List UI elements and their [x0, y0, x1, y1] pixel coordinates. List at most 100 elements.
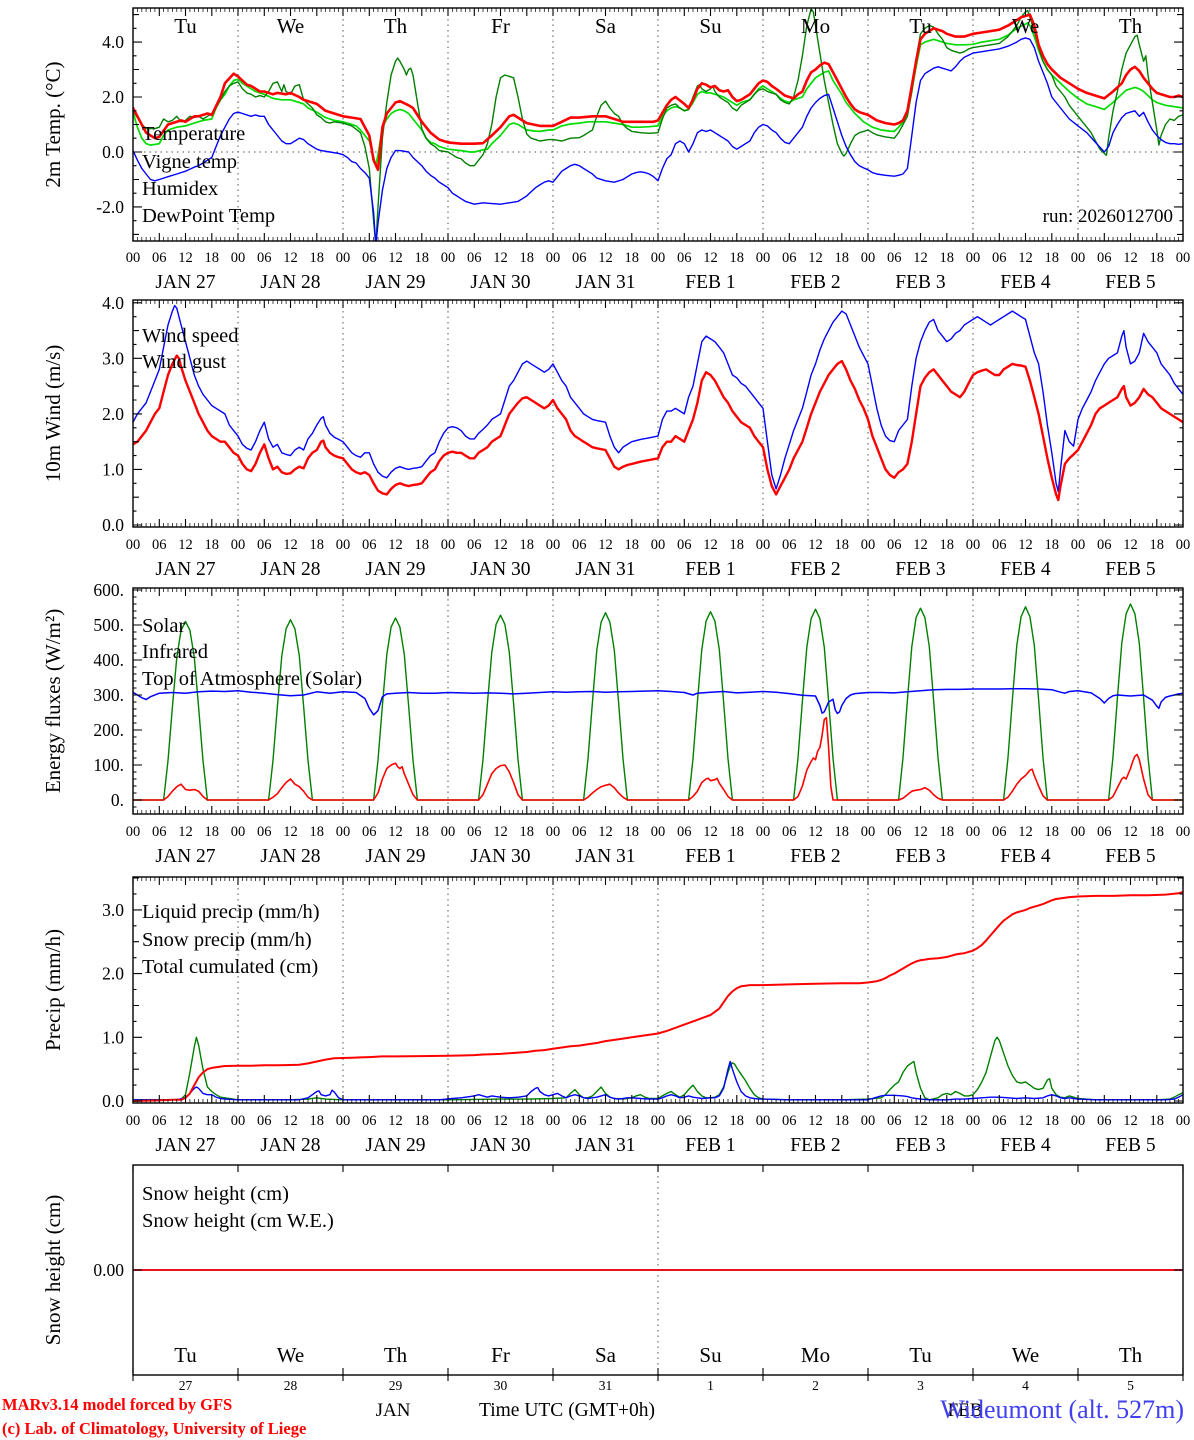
hour-tick-label: 06 [992, 1113, 1007, 1129]
hour-tick-label: 06 [362, 537, 377, 553]
hour-tick-label: 06 [152, 824, 167, 840]
hour-tick-label: 00 [966, 1113, 981, 1129]
hour-tick-label: 12 [703, 537, 718, 553]
hour-tick-label: 12 [388, 824, 403, 840]
hour-tick-label: 18 [940, 824, 955, 840]
hour-tick-label: 06 [782, 1113, 797, 1129]
hour-tick-label: 00 [861, 537, 876, 553]
legend-wind: Wind gust [142, 351, 226, 373]
date-label: FEB 5 [1105, 559, 1155, 580]
hour-tick-label: 00 [441, 824, 456, 840]
hour-tick-label: 00 [231, 1113, 246, 1129]
date-label: JAN 31 [575, 559, 635, 580]
date-label: JAN 27 [155, 1135, 215, 1156]
dow-label: We [1012, 14, 1039, 38]
hour-tick-label: 18 [415, 250, 430, 266]
series-temperature [133, 13, 1183, 172]
day-number-label: 27 [179, 1378, 193, 1393]
hour-tick-label: 00 [756, 537, 771, 553]
hour-tick-label: 12 [283, 250, 298, 266]
date-label: JAN 29 [365, 272, 425, 293]
hour-tick-label: 12 [913, 537, 928, 553]
hour-tick-label: 00 [756, 824, 771, 840]
hour-tick-label: 00 [336, 1113, 351, 1129]
run-label: run: 2026012700 [1043, 206, 1173, 227]
legend-precip: Snow precip (mm/h) [142, 929, 312, 951]
hour-tick-label: 18 [835, 250, 850, 266]
hour-tick-label: 12 [178, 1113, 193, 1129]
hour-tick-label: 12 [913, 1113, 928, 1129]
hour-tick-label: 00 [651, 250, 666, 266]
hour-tick-label: 00 [126, 824, 141, 840]
hour-tick-label: 06 [257, 824, 272, 840]
hour-tick-label: 12 [808, 824, 823, 840]
series-wind-speed [133, 354, 1183, 502]
hour-tick-label: 00 [231, 824, 246, 840]
hour-tick-label: 18 [835, 824, 850, 840]
hour-tick-label: 18 [415, 1113, 430, 1129]
hour-tick-label: 18 [1045, 824, 1060, 840]
date-label: JAN 31 [575, 846, 635, 867]
hour-tick-label: 06 [1097, 250, 1112, 266]
day-number-label: 28 [284, 1378, 298, 1393]
hour-tick-label: 00 [336, 824, 351, 840]
y-tick-label: 100. [93, 755, 124, 775]
hour-tick-label: 00 [966, 824, 981, 840]
date-label: FEB 4 [1000, 272, 1051, 293]
date-label: FEB 2 [790, 272, 840, 293]
hour-tick-label: 06 [992, 250, 1007, 266]
hour-tick-label: 06 [887, 1113, 902, 1129]
legend-energy: Solar [142, 615, 185, 637]
hour-tick-label: 18 [1045, 250, 1060, 266]
hour-tick-label: 06 [257, 537, 272, 553]
legend-energy: Top of Atmosphere (Solar) [142, 668, 362, 690]
y-axis-title: Snow height (cm) [41, 1195, 65, 1345]
panel-energy: 600. 500. 400. 300. 200. 100. 0. Energy fluxes … [41, 580, 1184, 815]
hour-tick-label: 00 [1071, 537, 1086, 553]
date-label: FEB 5 [1105, 1135, 1155, 1156]
hour-tick-label: 00 [126, 250, 141, 266]
date-label: JAN 29 [365, 1135, 425, 1156]
series-infrared [133, 687, 1183, 716]
y-tick-label: 2.0 [102, 404, 124, 424]
y-tick-label: 4.0 [102, 32, 124, 52]
hour-tick-label: 12 [493, 824, 508, 840]
hour-tick-label: 00 [966, 250, 981, 266]
hour-tick-label: 06 [887, 250, 902, 266]
hour-tick-label: 00 [441, 1113, 456, 1129]
hour-tick-label: 18 [1150, 1113, 1165, 1129]
dow-label: We [277, 1343, 304, 1367]
dow-label: We [1012, 1343, 1039, 1367]
series-humidex [133, 37, 1183, 241]
legend-precip: Total cumulated (cm) [142, 956, 318, 978]
hour-tick-label: 12 [1018, 537, 1033, 553]
hour-tick-label: 12 [388, 537, 403, 553]
hour-tick-label: 12 [283, 824, 298, 840]
hour-tick-label: 00 [546, 824, 561, 840]
hour-tick-label: 18 [205, 250, 220, 266]
hour-tick-label: 18 [940, 537, 955, 553]
hour-tick-label: 18 [205, 824, 220, 840]
legend-energy: Infrared [142, 641, 208, 663]
y-tick-label: 3.0 [102, 900, 124, 920]
y-ticks [133, 302, 1183, 526]
hour-tick-label: 06 [467, 824, 482, 840]
date-label: FEB 1 [685, 559, 735, 580]
hour-tick-label: 12 [178, 824, 193, 840]
hour-tick-label: 00 [1176, 1113, 1191, 1129]
x-minor-ticks [137, 8, 1179, 241]
date-label: FEB 4 [1000, 846, 1051, 867]
hour-tick-label: 06 [257, 250, 272, 266]
hour-tick-label: 18 [730, 1113, 745, 1129]
hour-tick-label: 18 [730, 250, 745, 266]
x-major-ticks [132, 1165, 1184, 1381]
day-number-label: 1 [707, 1378, 714, 1393]
legend-temp: Vigne temp [142, 151, 237, 173]
hour-tick-label: 06 [887, 824, 902, 840]
hour-tick-label: 00 [651, 824, 666, 840]
dow-label: Tu [174, 14, 197, 38]
y-tick-label: 0.0 [102, 142, 124, 162]
date-label: FEB 5 [1105, 272, 1155, 293]
hour-tick-label: 12 [388, 1113, 403, 1129]
dow-label: Tu [909, 1343, 932, 1367]
